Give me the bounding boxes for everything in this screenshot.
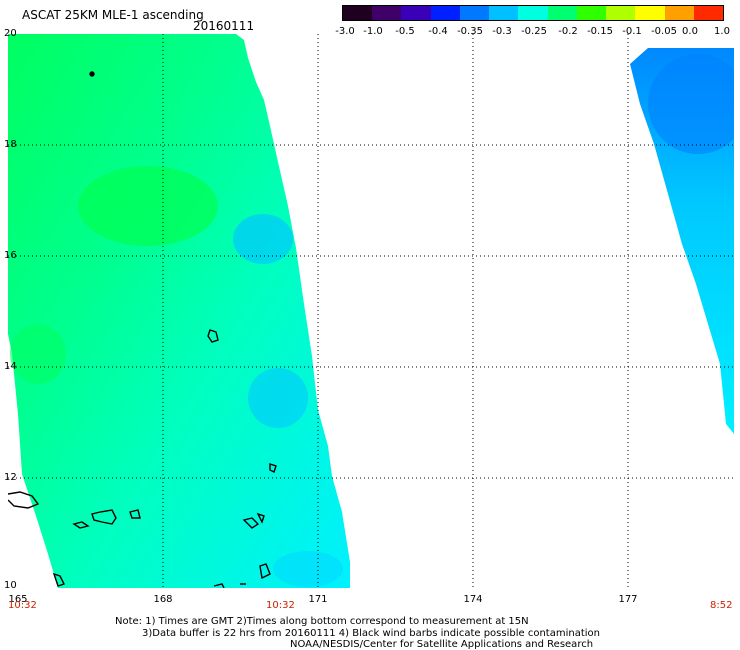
chart-date: 20160111 xyxy=(193,19,255,33)
colorbar-tick-label: 1.0 xyxy=(714,26,730,37)
time-middle: 10:32 xyxy=(266,600,295,611)
colorbar-tick-label: -0.05 xyxy=(651,26,677,37)
colorbar xyxy=(342,5,724,21)
colorbar-tick-label: -0.35 xyxy=(457,26,483,37)
note-line-3: NOAA/NESDIS/Center for Satellite Applica… xyxy=(290,639,594,650)
lon-label-168: 168 xyxy=(153,594,173,605)
colorbar-segment xyxy=(693,6,724,20)
grid xyxy=(8,34,734,588)
lat-label-12: 12 xyxy=(4,472,17,483)
green-patch xyxy=(78,166,218,246)
colorbar-segment xyxy=(401,6,431,20)
colorbar-segment xyxy=(372,6,402,20)
time-left: 10:32 xyxy=(8,600,37,611)
colorbar-tick-label: -1.0 xyxy=(363,26,383,37)
chart-title: ASCAT 25KM MLE-1 ascending xyxy=(22,8,204,22)
lon-label-174: 174 xyxy=(463,594,483,605)
colorbar-segment xyxy=(343,6,373,20)
colorbar-segment xyxy=(518,6,548,20)
colorbar-tick-label: 0.0 xyxy=(682,26,698,37)
colorbar-segment xyxy=(547,6,577,20)
blue-patch xyxy=(648,54,734,154)
colorbar-tick-label: -0.4 xyxy=(428,26,448,37)
colorbar-segment xyxy=(459,6,490,20)
note-line-2: 3)Data buffer is 22 hrs from 20160111 4)… xyxy=(142,628,600,639)
colorbar-segment xyxy=(576,6,607,20)
colorbar-segment xyxy=(635,6,665,20)
colorbar-tick-label: -0.15 xyxy=(587,26,613,37)
colorbar-tick-label: -3.0 xyxy=(335,26,355,37)
colorbar-tick-label: -0.5 xyxy=(395,26,415,37)
islands xyxy=(8,71,277,588)
green-patch xyxy=(10,324,66,384)
colorbar-segment xyxy=(606,6,636,20)
colorbar-tick-label: -0.2 xyxy=(558,26,578,37)
blue-patch xyxy=(273,551,343,587)
lat-label-10: 10 xyxy=(4,580,17,591)
lat-label-20: 20 xyxy=(4,28,17,39)
blue-patch xyxy=(233,214,293,264)
lon-label-171: 171 xyxy=(308,594,328,605)
blue-patch xyxy=(248,368,308,428)
swath-map xyxy=(8,34,734,588)
colorbar-segment xyxy=(430,6,460,20)
lat-label-18: 18 xyxy=(4,139,17,150)
lat-label-16: 16 xyxy=(4,250,17,261)
lon-label-177: 177 xyxy=(618,594,638,605)
colorbar-labels: -3.0 -1.0 -0.5 -0.4 -0.35 -0.3 -0.25 -0.2 -0.15-… xyxy=(330,26,736,38)
lat-label-14: 14 xyxy=(4,361,17,372)
colorbar-tick-label: -0.25 xyxy=(521,26,547,37)
colorbar-segment xyxy=(489,6,519,20)
colorbar-tick-label: -0.3 xyxy=(492,26,512,37)
west-swath xyxy=(8,34,350,588)
note-line-1: Note: 1) Times are GMT 2)Times along bot… xyxy=(115,616,529,627)
time-right: 8:52 xyxy=(710,600,733,611)
colorbar-segment xyxy=(664,6,694,20)
colorbar-tick-label: -0.1 xyxy=(622,26,642,37)
lon-label-165: 165 xyxy=(8,594,28,605)
